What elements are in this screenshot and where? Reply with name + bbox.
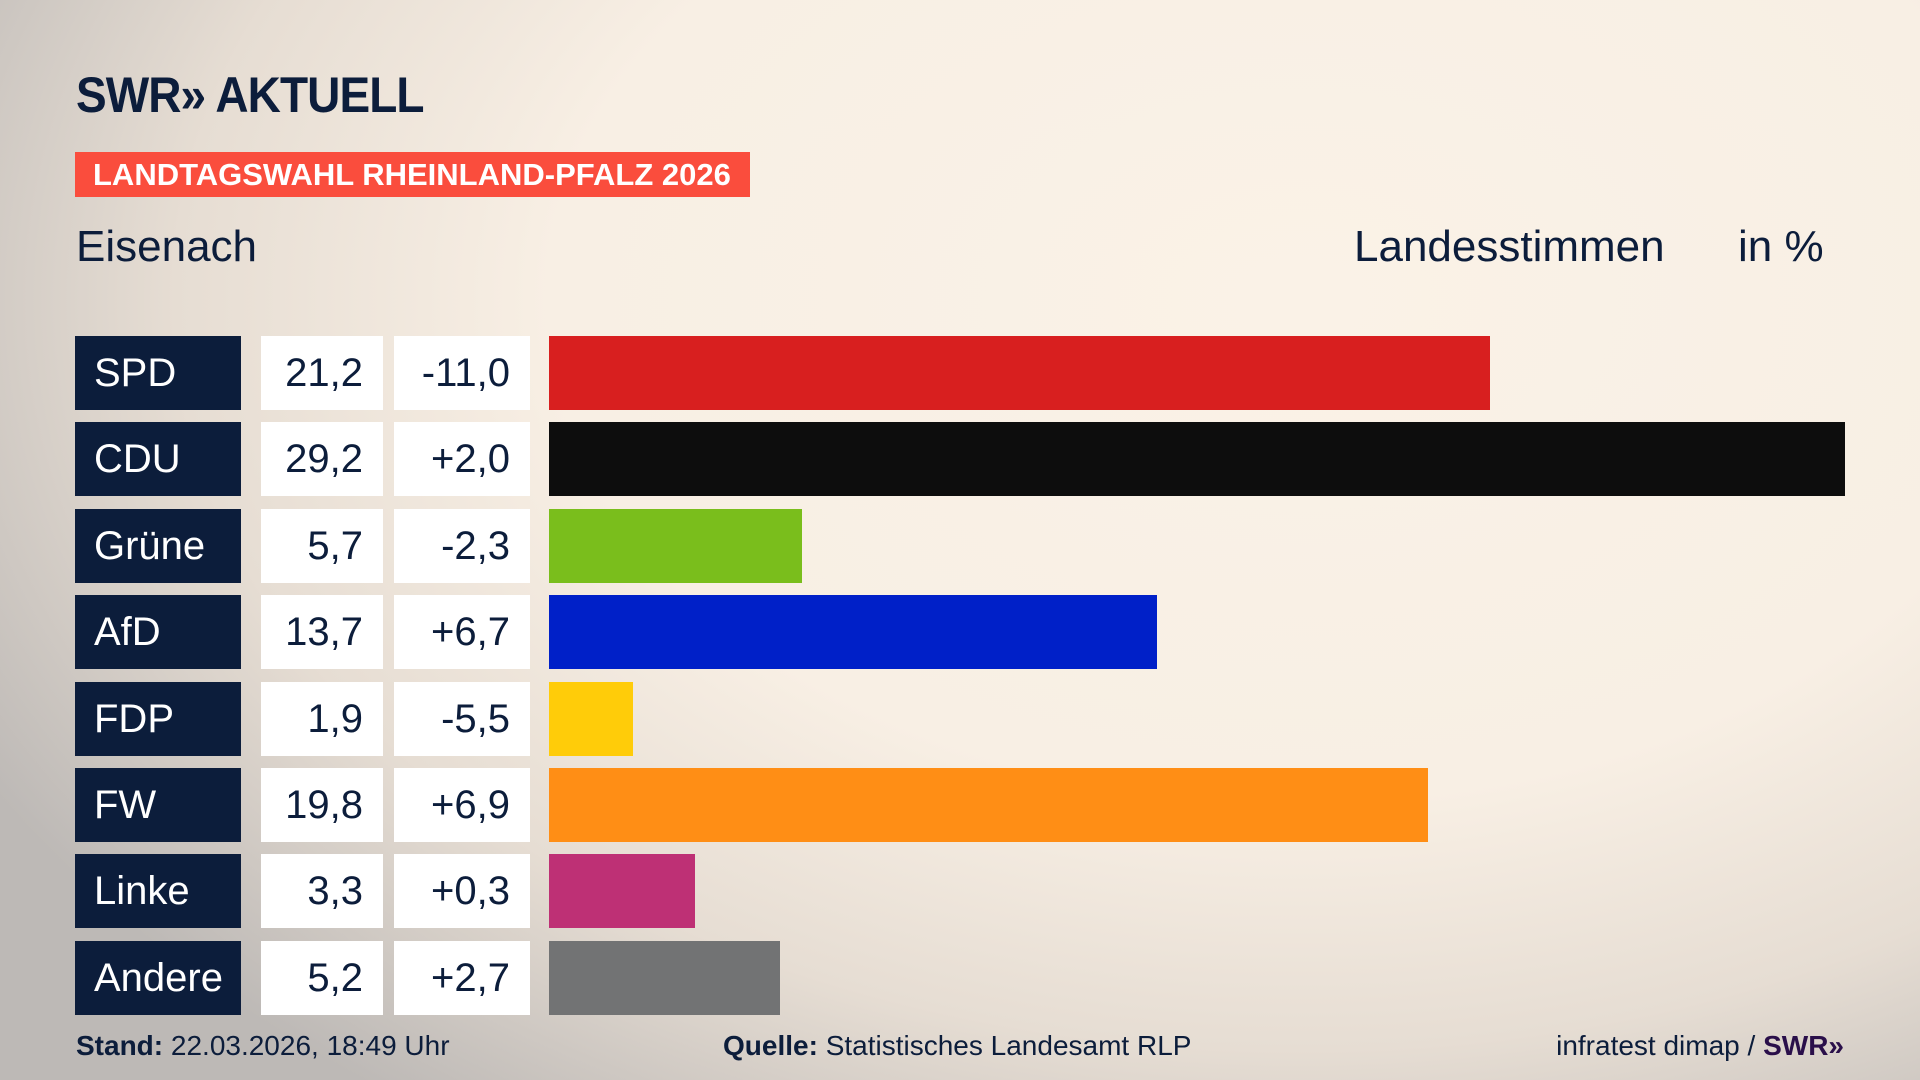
bar-cdu [549, 422, 1845, 497]
diff-label: -5,5 [394, 681, 530, 756]
party-label: Grüne [75, 508, 241, 583]
diff-label: +2,7 [394, 940, 530, 1015]
party-label: CDU [75, 422, 241, 497]
bar-grüne [549, 508, 802, 583]
party-label: FW [75, 768, 241, 842]
timestamp: Stand: 22.03.2026, 18:49 Uhr [76, 1030, 450, 1062]
source-value: Statistisches Landesamt RLP [825, 1030, 1192, 1061]
swr-logo: SWR» [1763, 1030, 1844, 1061]
swr-aktuell-logo: SWR» AKTUELL [76, 67, 424, 123]
diff-label: +2,0 [394, 422, 530, 497]
stand-value: 22.03.2026, 18:49 Uhr [170, 1030, 450, 1061]
region-title: Eisenach [76, 222, 258, 271]
diff-label: +6,9 [394, 768, 530, 842]
bar-linke [549, 854, 696, 929]
bar-fdp [549, 681, 634, 756]
diff-label: -2,3 [394, 508, 530, 583]
bar-andere [549, 940, 780, 1015]
credit: infratest dimap / SWR» [1556, 1030, 1844, 1062]
bar-spd [549, 336, 1490, 410]
bar-fw [549, 768, 1428, 842]
value-label: 1,9 [261, 681, 383, 756]
value-label: 13,7 [261, 595, 383, 670]
value-label: 21,2 [261, 336, 383, 410]
party-label: SPD [75, 336, 241, 410]
source-label: Quelle: [723, 1030, 818, 1061]
measure-label: Landesstimmen [1354, 222, 1665, 271]
election-badge: LANDTAGSWAHL RHEINLAND-PFALZ 2026 [75, 152, 750, 197]
credit-text: infratest dimap / [1556, 1030, 1756, 1061]
value-label: 29,2 [261, 422, 383, 497]
party-label: Linke [75, 854, 241, 929]
value-label: 5,2 [261, 940, 383, 1015]
party-label: Andere [75, 940, 241, 1015]
diff-label: +0,3 [394, 854, 530, 929]
diff-label: -11,0 [394, 336, 530, 410]
diff-label: +6,7 [394, 595, 530, 670]
party-label: FDP [75, 681, 241, 756]
stand-label: Stand: [76, 1030, 164, 1061]
unit-label: in % [1738, 222, 1824, 271]
bar-afd [549, 595, 1158, 670]
value-label: 5,7 [261, 508, 383, 583]
source: Quelle: Statistisches Landesamt RLP [723, 1030, 1191, 1062]
party-label: AfD [75, 595, 241, 670]
value-label: 3,3 [261, 854, 383, 929]
value-label: 19,8 [261, 768, 383, 842]
